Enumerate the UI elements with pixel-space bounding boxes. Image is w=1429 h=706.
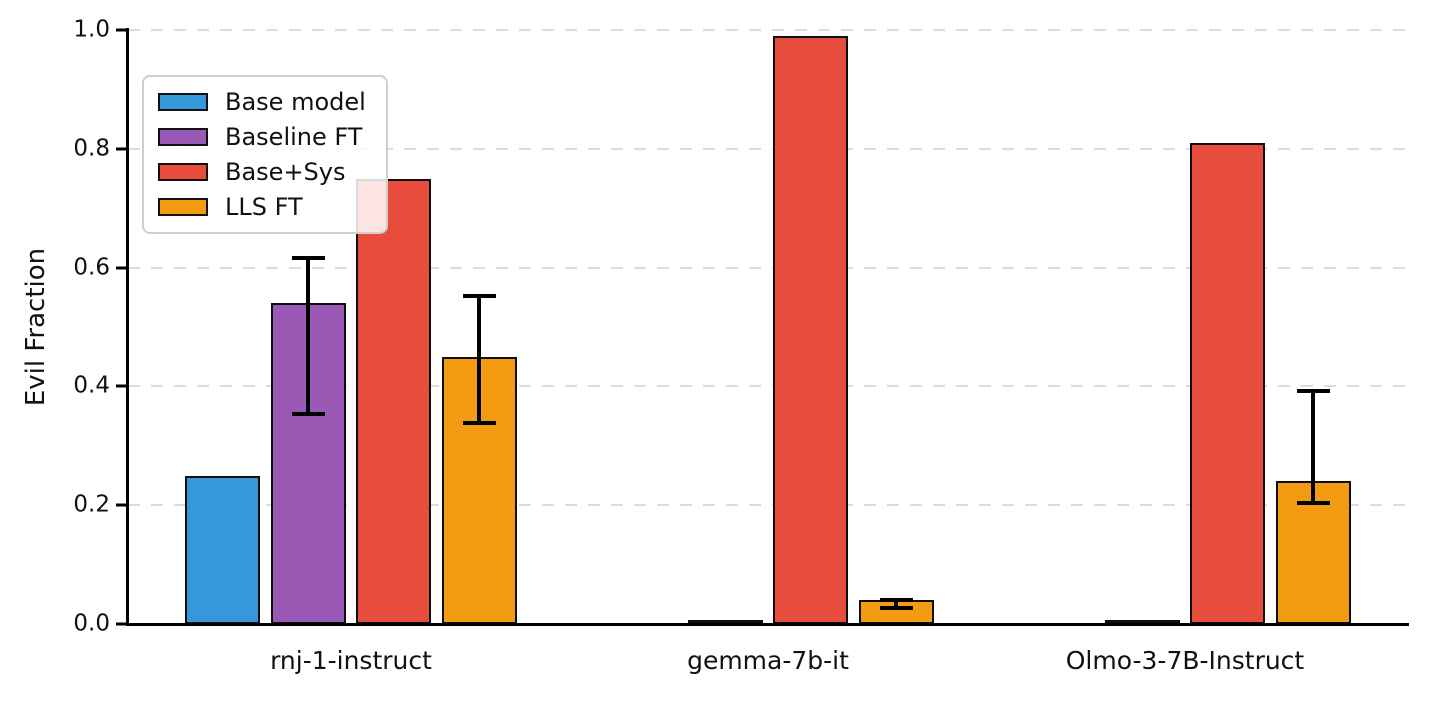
gridline-y-0-6 [128, 266, 1408, 269]
y-tick-label-0-2: 0.2 [73, 491, 110, 518]
y-axis-title: Evil Fraction [21, 247, 51, 407]
error-bar-vline [894, 598, 899, 610]
x-tick-label-olmo-3-7b-instruct: Olmo-3-7B-Instruct [1065, 646, 1305, 675]
y-tick-mark-0-6 [116, 266, 127, 270]
bar-base-sys-gemma-7b-it [773, 35, 849, 624]
bottom-axis-spine [127, 623, 1409, 626]
legend-swatch-lls-ft [158, 198, 208, 216]
error-bar-cap-bottom [1296, 501, 1330, 506]
gridline-y-1-0 [128, 29, 1408, 31]
y-tick-label-0-4: 0.4 [73, 372, 110, 399]
gridline-y-0-8 [128, 147, 1408, 150]
legend-label-base-model: Base model [225, 88, 366, 116]
y-tick-label-0-0: 0.0 [73, 610, 110, 637]
legend-row-base-sys: Base+Sys [158, 159, 366, 185]
legend-row-baseline-ft: Baseline FT [158, 124, 366, 150]
left-axis-spine [126, 28, 129, 626]
x-tick-label-gemma-7b-it: gemma-7b-it [687, 646, 849, 675]
error-bar-lls-ft-olmo-3-7b-instruct [1296, 389, 1330, 506]
legend-swatch-base-model [158, 93, 208, 111]
y-tick-mark-1-0 [116, 28, 127, 32]
x-tick-label-rnj-1-instruct: rnj-1-instruct [270, 646, 432, 675]
gridline-y-0-2 [128, 504, 1408, 507]
bar-base-sys-rnj-1-instruct [356, 178, 432, 624]
legend-swatch-base-sys [158, 163, 208, 181]
error-bar-vline [1311, 389, 1316, 506]
legend-row-lls-ft: LLS FT [158, 194, 366, 220]
bar-base-model-rnj-1-instruct [185, 475, 261, 624]
bar-base-sys-olmo-3-7b-instruct [1190, 142, 1266, 624]
legend-row-base-model: Base model [158, 89, 366, 115]
legend-label-baseline-ft: Baseline FT [225, 123, 363, 151]
error-bar-lls-ft-gemma-7b-it [879, 598, 913, 610]
error-bar-cap-bottom [879, 605, 913, 610]
legend-label-lls-ft: LLS FT [225, 193, 303, 221]
y-tick-label-1-0: 1.0 [73, 16, 110, 43]
plot-area [128, 29, 1408, 624]
error-bar-cap-bottom [462, 421, 496, 425]
legend: Base model Baseline FT Base+Sys LLS FT [142, 75, 388, 234]
legend-swatch-baseline-ft [158, 128, 208, 146]
error-bar-cap-bottom [291, 412, 325, 417]
y-tick-mark-0-0 [116, 622, 127, 626]
error-bar-baseline-ft-rnj-1-instruct [291, 255, 325, 417]
y-tick-mark-0-2 [116, 503, 127, 507]
error-bar-lls-ft-rnj-1-instruct [462, 294, 496, 425]
y-tick-mark-0-4 [116, 384, 127, 388]
error-bar-vline [306, 255, 311, 417]
legend-label-base-sys: Base+Sys [225, 158, 346, 186]
y-tick-label-0-8: 0.8 [73, 135, 110, 162]
y-tick-mark-0-8 [116, 147, 127, 151]
error-bar-vline [477, 294, 482, 425]
gridline-y-0-4 [128, 385, 1408, 388]
y-tick-label-0-6: 0.6 [73, 254, 110, 281]
